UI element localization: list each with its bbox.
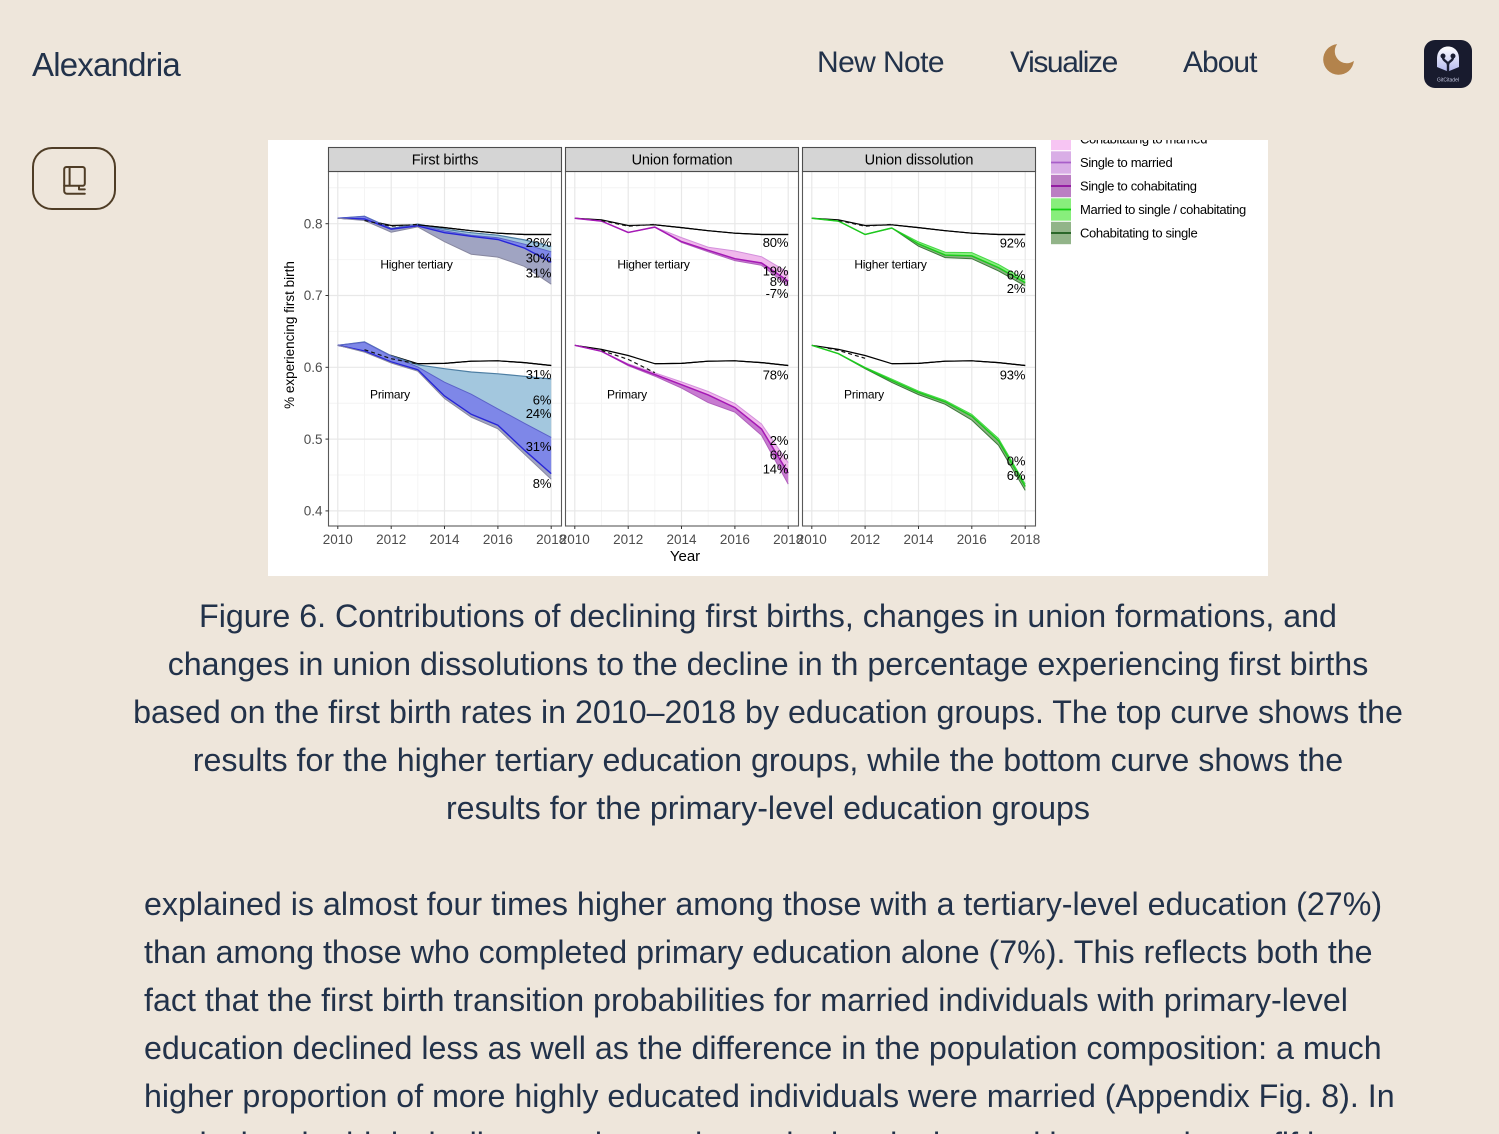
svg-text:93%: 93% <box>1000 368 1026 383</box>
svg-text:2016: 2016 <box>720 532 750 547</box>
svg-text:31%: 31% <box>526 367 552 382</box>
svg-text:2012: 2012 <box>850 532 880 547</box>
svg-text:2010: 2010 <box>560 532 590 547</box>
svg-text:Primary: Primary <box>607 387 647 401</box>
svg-text:6%: 6% <box>1007 468 1026 483</box>
svg-text:8%: 8% <box>533 476 552 491</box>
svg-text:Cohabitating to married: Cohabitating to married <box>1080 140 1207 147</box>
svg-text:6%: 6% <box>533 392 552 407</box>
svg-text:2018: 2018 <box>1010 532 1040 547</box>
svg-text:Year: Year <box>670 548 700 565</box>
svg-text:2016: 2016 <box>483 532 513 547</box>
svg-text:Union dissolution: Union dissolution <box>865 152 974 168</box>
svg-text:31%: 31% <box>526 439 552 454</box>
svg-text:Single to cohabitating: Single to cohabitating <box>1080 179 1197 194</box>
svg-text:2016: 2016 <box>957 532 987 547</box>
svg-text:19%: 19% <box>763 264 789 279</box>
svg-text:2014: 2014 <box>429 532 460 547</box>
svg-text:0.6: 0.6 <box>304 360 323 375</box>
svg-text:14%: 14% <box>763 462 789 477</box>
svg-text:0%: 0% <box>1007 454 1026 469</box>
svg-text:% experiencing first birth: % experiencing first birth <box>282 261 297 409</box>
svg-text:Cohabitating to single: Cohabitating to single <box>1080 226 1197 241</box>
svg-text:Higher tertiary: Higher tertiary <box>617 257 690 271</box>
svg-text:2012: 2012 <box>613 532 643 547</box>
svg-text:2%: 2% <box>770 433 789 448</box>
svg-text:78%: 78% <box>763 368 789 383</box>
svg-text:2018: 2018 <box>536 532 566 547</box>
svg-text:2010: 2010 <box>797 532 827 547</box>
svg-text:30%: 30% <box>526 251 552 266</box>
svg-text:92%: 92% <box>1000 236 1026 251</box>
svg-text:2014: 2014 <box>903 532 934 547</box>
svg-text:80%: 80% <box>763 235 789 250</box>
svg-text:0.7: 0.7 <box>304 288 323 303</box>
svg-text:Union formation: Union formation <box>632 152 733 168</box>
svg-text:-7%: -7% <box>766 286 789 301</box>
svg-text:Primary: Primary <box>370 387 410 401</box>
svg-text:26%: 26% <box>526 235 552 250</box>
svg-text:Single to married: Single to married <box>1080 155 1172 170</box>
svg-text:2014: 2014 <box>666 532 697 547</box>
svg-text:2%: 2% <box>1007 281 1026 296</box>
svg-text:Married to single / cohabitati: Married to single / cohabitating <box>1080 202 1246 217</box>
svg-text:2010: 2010 <box>323 532 353 547</box>
svg-text:2018: 2018 <box>773 532 803 547</box>
svg-text:Higher tertiary: Higher tertiary <box>380 257 453 271</box>
svg-text:Primary: Primary <box>844 387 884 401</box>
svg-text:GitCitadel: GitCitadel <box>1437 78 1459 84</box>
svg-text:8%: 8% <box>770 274 789 289</box>
svg-text:First births: First births <box>412 152 478 168</box>
svg-text:6%: 6% <box>1007 267 1026 282</box>
svg-text:24%: 24% <box>526 406 552 421</box>
svg-text:6%: 6% <box>770 447 789 462</box>
svg-text:31%: 31% <box>526 265 552 280</box>
svg-text:0.5: 0.5 <box>304 432 323 447</box>
svg-text:0.8: 0.8 <box>304 216 323 231</box>
svg-text:2012: 2012 <box>376 532 406 547</box>
svg-text:0.4: 0.4 <box>304 504 323 519</box>
svg-text:Higher tertiary: Higher tertiary <box>854 257 927 271</box>
